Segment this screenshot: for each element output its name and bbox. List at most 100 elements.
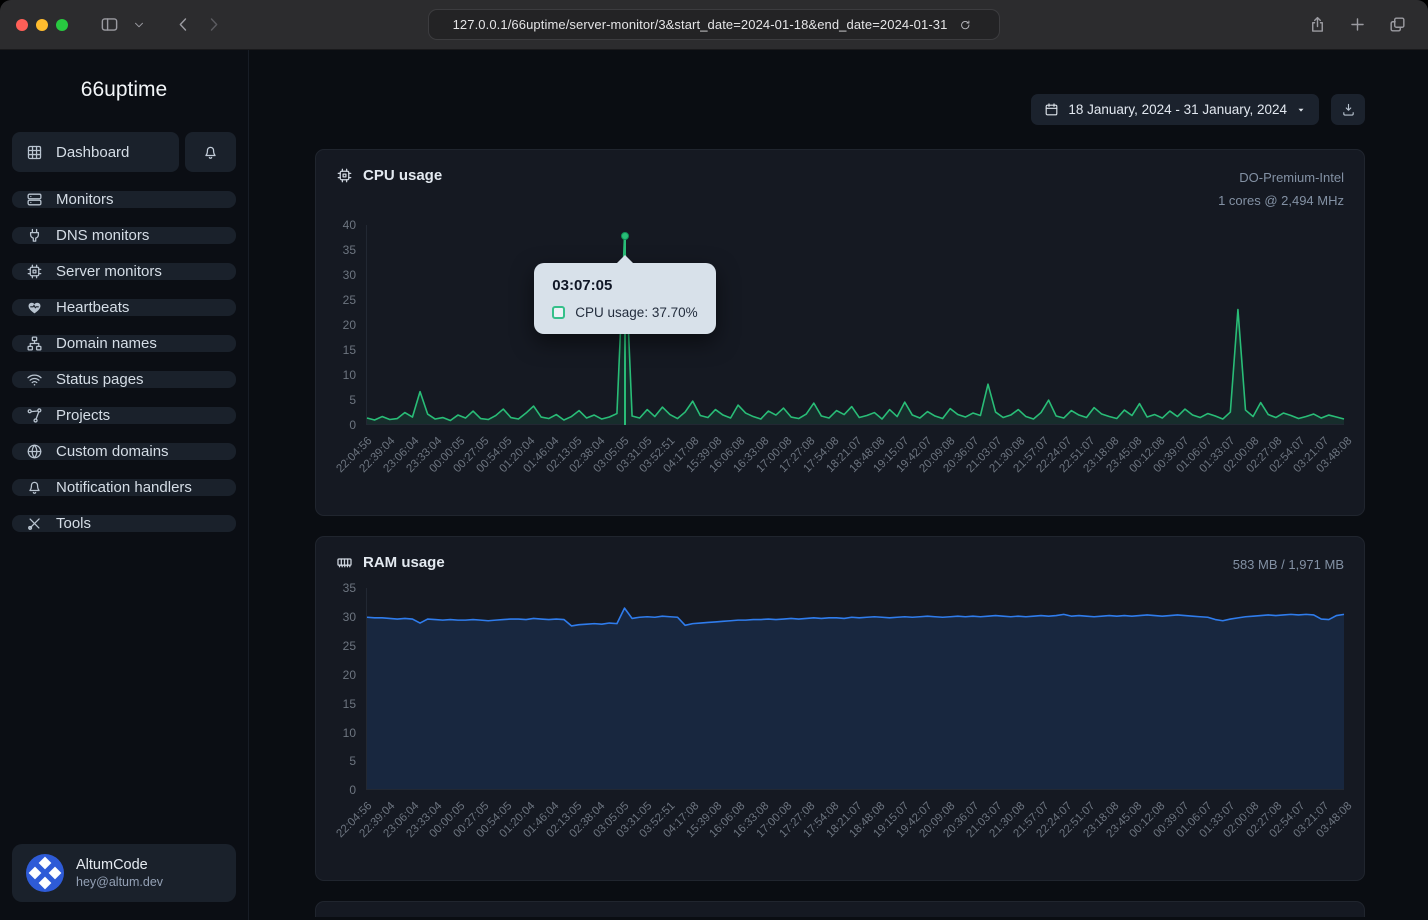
y-axis-tick: 35 xyxy=(343,581,356,595)
y-axis: 4035302520151050 xyxy=(316,225,366,425)
tooltip-value: CPU usage: 37.70% xyxy=(575,305,697,320)
chrome-actions xyxy=(1302,10,1412,40)
url-text: 127.0.0.1/66uptime/server-monitor/3&star… xyxy=(453,17,948,32)
y-axis-tick: 20 xyxy=(343,668,356,682)
browser-chrome: 127.0.0.1/66uptime/server-monitor/3&star… xyxy=(0,0,1428,50)
main-content: 18 January, 2024 - 31 January, 2024 CPU … xyxy=(249,50,1428,920)
sidebar-item-domain-names[interactable]: Domain names xyxy=(12,335,236,352)
sidebar-item-label: Status pages xyxy=(56,371,144,388)
sidebar-item-projects[interactable]: Projects xyxy=(12,407,236,424)
series-marker-icon xyxy=(552,306,565,319)
bell-icon xyxy=(26,479,43,496)
sidebar-item-custom-domains[interactable]: Custom domains xyxy=(12,443,236,460)
server-icon xyxy=(26,191,43,208)
sidebar-item-dashboard[interactable]: Dashboard xyxy=(12,132,179,172)
app-title: 66uptime xyxy=(12,78,236,102)
browser-window: 127.0.0.1/66uptime/server-monitor/3&star… xyxy=(0,0,1428,920)
date-range-label: 18 January, 2024 - 31 January, 2024 xyxy=(1068,102,1287,117)
user-name: AltumCode xyxy=(76,857,163,873)
user-card[interactable]: AltumCode hey@altum.dev xyxy=(12,844,236,902)
sidebar-item-notification-handlers[interactable]: Notification handlers xyxy=(12,479,236,496)
ram-card-header: RAM usage 583 MB / 1,971 MB xyxy=(316,537,1364,583)
cpu-card-title: CPU usage xyxy=(336,167,442,184)
ram-card-title: RAM usage xyxy=(336,554,445,571)
y-axis-tick: 30 xyxy=(343,610,356,624)
cpu-chart[interactable]: 403530252015105003:07:05CPU usage: 37.70… xyxy=(316,225,1364,513)
sidebar-spacer xyxy=(12,532,236,844)
sidebar-item-label: DNS monitors xyxy=(56,227,149,244)
export-button[interactable] xyxy=(1331,94,1365,125)
tooltip-time: 03:07:05 xyxy=(552,277,697,294)
sidebar-item-label: Tools xyxy=(56,515,91,532)
next-card-partial xyxy=(315,901,1365,917)
y-axis-tick: 5 xyxy=(349,393,356,407)
close-window-button[interactable] xyxy=(16,19,28,31)
ram-plot-area[interactable] xyxy=(366,588,1344,790)
plug-icon xyxy=(26,227,43,244)
sidebar-toggle-icon[interactable] xyxy=(94,10,124,40)
sidebar-item-label: Server monitors xyxy=(56,263,162,280)
cpu-title-label: CPU usage xyxy=(363,167,442,184)
sidebar-item-label: Monitors xyxy=(56,191,114,208)
calendar-icon xyxy=(1044,102,1059,117)
traffic-lights xyxy=(16,19,68,31)
sidebar-item-heartbeats[interactable]: Heartbeats xyxy=(12,299,236,316)
y-axis-tick: 25 xyxy=(343,293,356,307)
sidebar-item-status-pages[interactable]: Status pages xyxy=(12,371,236,388)
heart-icon xyxy=(26,299,43,316)
bell-icon xyxy=(202,144,219,161)
chart-tooltip: 03:07:05 CPU usage: 37.70% xyxy=(534,263,715,334)
share-icon[interactable] xyxy=(1302,10,1332,40)
sidebar-nav: Dashboard Monitors DNS monitors Server moni… xyxy=(12,132,236,532)
y-axis-tick: 15 xyxy=(343,697,356,711)
chevron-down-icon[interactable] xyxy=(124,10,154,40)
cpu-icon xyxy=(336,167,353,184)
reload-icon[interactable] xyxy=(955,15,975,35)
ram-chart[interactable]: 3530252015105022:04:5622:39:0423:06:0423… xyxy=(316,588,1364,878)
user-email: hey@altum.dev xyxy=(76,875,163,889)
y-axis: 35302520151050 xyxy=(316,588,366,790)
date-range-picker[interactable]: 18 January, 2024 - 31 January, 2024 xyxy=(1031,94,1319,125)
globe-icon xyxy=(26,443,43,460)
sidebar-item-dns-monitors[interactable]: DNS monitors xyxy=(12,227,236,244)
sidebar-item-monitors[interactable]: Monitors xyxy=(12,191,236,208)
sidebar-item-label: Notification handlers xyxy=(56,479,192,496)
zoom-window-button[interactable] xyxy=(56,19,68,31)
sidebar-item-tools[interactable]: Tools xyxy=(12,515,236,532)
cpu-plot-area[interactable]: 03:07:05 CPU usage: 37.70% xyxy=(366,225,1344,425)
grid-icon xyxy=(26,144,43,161)
ram-card-meta: 583 MB / 1,971 MB xyxy=(1233,554,1344,577)
minimize-window-button[interactable] xyxy=(36,19,48,31)
sidebar-row-dashboard: Dashboard xyxy=(12,132,236,172)
sidebar-item-label: Domain names xyxy=(56,335,157,352)
card-meta-line: 583 MB / 1,971 MB xyxy=(1233,554,1344,577)
new-tab-icon[interactable] xyxy=(1342,10,1372,40)
x-axis: 22:04:5622:39:0423:06:0423:33:0400:00:05… xyxy=(366,425,1344,513)
cpu-usage-card: CPU usage DO-Premium-Intel1 cores @ 2,49… xyxy=(315,149,1365,516)
back-icon[interactable] xyxy=(168,10,198,40)
cpu-card-meta: DO-Premium-Intel1 cores @ 2,494 MHz xyxy=(1218,167,1344,213)
sitemap-icon xyxy=(26,335,43,352)
tabs-overview-icon[interactable] xyxy=(1382,10,1412,40)
forward-icon xyxy=(198,10,228,40)
y-axis-tick: 10 xyxy=(343,368,356,382)
notifications-button[interactable] xyxy=(185,132,236,172)
y-axis-tick: 35 xyxy=(343,243,356,257)
avatar xyxy=(26,854,64,892)
y-axis-tick: 0 xyxy=(349,418,356,432)
share-icon xyxy=(26,407,43,424)
y-axis-tick: 40 xyxy=(343,218,356,232)
cpu-icon xyxy=(26,263,43,280)
sidebar: 66uptime Dashboard Monitors DNS monitors Se… xyxy=(0,50,249,920)
url-bar[interactable]: 127.0.0.1/66uptime/server-monitor/3&star… xyxy=(428,9,1000,40)
y-axis-tick: 20 xyxy=(343,318,356,332)
ram-usage-card: RAM usage 583 MB / 1,971 MB 353025201510… xyxy=(315,536,1365,882)
y-axis-tick: 15 xyxy=(343,343,356,357)
y-axis-tick: 0 xyxy=(349,783,356,797)
sidebar-item-label: Custom domains xyxy=(56,443,169,460)
sidebar-item-label: Dashboard xyxy=(56,144,129,161)
cpu-card-header: CPU usage DO-Premium-Intel1 cores @ 2,49… xyxy=(316,150,1364,219)
sidebar-item-server-monitors[interactable]: Server monitors xyxy=(12,263,236,280)
download-icon xyxy=(1341,102,1356,117)
sidebar-item-label: Projects xyxy=(56,407,110,424)
